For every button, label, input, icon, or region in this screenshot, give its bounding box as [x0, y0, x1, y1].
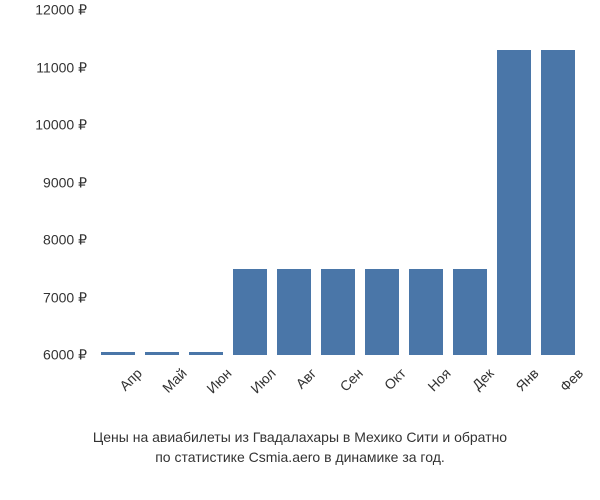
y-tick-label: 8000 ₽ [43, 232, 87, 249]
bar [189, 352, 223, 355]
bar-slot [272, 10, 316, 355]
x-axis: АпрМайИюнИюлАвгСенОктНояДекЯнвФев [95, 355, 580, 405]
plot-area: 6000 ₽7000 ₽8000 ₽9000 ₽10000 ₽11000 ₽12… [20, 10, 580, 355]
y-tick-label: 10000 ₽ [35, 117, 87, 134]
caption-line2: по статистике Csmia.aero в динамике за г… [155, 449, 445, 465]
bar-slot [404, 10, 448, 355]
y-tick-label: 11000 ₽ [36, 59, 87, 76]
bar-slot [96, 10, 140, 355]
bar-slot [492, 10, 536, 355]
price-chart: 6000 ₽7000 ₽8000 ₽9000 ₽10000 ₽11000 ₽12… [20, 10, 580, 405]
bar [233, 269, 267, 355]
bar-slot [228, 10, 272, 355]
bar [321, 269, 355, 355]
bar-slot [360, 10, 404, 355]
y-tick-label: 12000 ₽ [35, 2, 87, 19]
y-tick-label: 6000 ₽ [43, 347, 87, 364]
bar [365, 269, 399, 355]
x-tick-slot: Апр [95, 361, 139, 405]
bar-slot [448, 10, 492, 355]
bar [497, 50, 531, 355]
bar [101, 352, 135, 355]
bar [541, 50, 575, 355]
chart-caption: Цены на авиабилеты из Гвадалахары в Мехи… [20, 427, 580, 468]
bar-slot [184, 10, 228, 355]
x-tick-slot: Июл [227, 361, 271, 405]
x-tick-slot: Дек [448, 361, 492, 405]
x-tick-slot: Фев [536, 361, 580, 405]
x-tick-label: Фев [557, 365, 587, 395]
x-tick-slot: Ноя [404, 361, 448, 405]
bar-slot [140, 10, 184, 355]
x-tick-slot: Сен [315, 361, 359, 405]
caption-line1: Цены на авиабилеты из Гвадалахары в Мехи… [93, 429, 507, 445]
bar [453, 269, 487, 355]
y-axis: 6000 ₽7000 ₽8000 ₽9000 ₽10000 ₽11000 ₽12… [20, 10, 95, 355]
bar [409, 269, 443, 355]
x-tick-slot: Июн [183, 361, 227, 405]
x-tick-slot: Авг [271, 361, 315, 405]
bar [145, 352, 179, 355]
bar-slot [536, 10, 580, 355]
bar [277, 269, 311, 355]
y-tick-label: 9000 ₽ [43, 174, 87, 191]
x-tick-slot: Май [139, 361, 183, 405]
y-tick-label: 7000 ₽ [43, 289, 87, 306]
bars-region [95, 10, 580, 355]
bar-slot [316, 10, 360, 355]
x-tick-slot: Окт [360, 361, 404, 405]
x-tick-slot: Янв [492, 361, 536, 405]
